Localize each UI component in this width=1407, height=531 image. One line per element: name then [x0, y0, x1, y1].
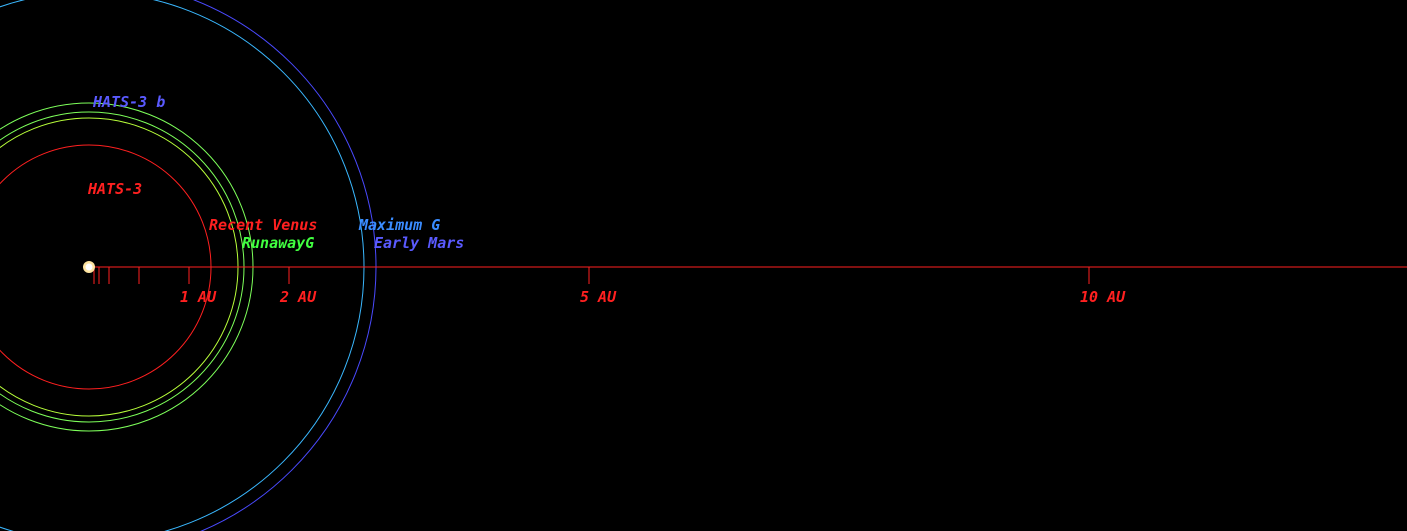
planet-label: HATS-3 b: [92, 93, 165, 111]
zone-ring-early-mars: [192, 0, 377, 531]
zone-label-maximum-greenhouse: Maximum G: [358, 216, 440, 234]
zone-label-recent-venus: Recent Venus: [209, 216, 317, 234]
labels: HATS-3 b HATS-3 Recent Venus Maximum G R…: [87, 93, 1126, 306]
habitable-zone-rings: [0, 0, 377, 531]
star-label: HATS-3: [87, 180, 142, 198]
star-core: [85, 263, 93, 271]
zone-label-early-mars: Early Mars: [374, 234, 464, 252]
scale-tick-label: 1 AU: [180, 288, 217, 306]
scale-tick-label: 10 AU: [1080, 288, 1126, 306]
scale-tick-label: 2 AU: [279, 288, 317, 306]
scale-tick-label: 5 AU: [580, 288, 617, 306]
zone-label-runaway-greenhouse: RunawayG: [242, 234, 314, 252]
star-marker: [83, 261, 95, 273]
distance-scale: [89, 266, 1407, 284]
